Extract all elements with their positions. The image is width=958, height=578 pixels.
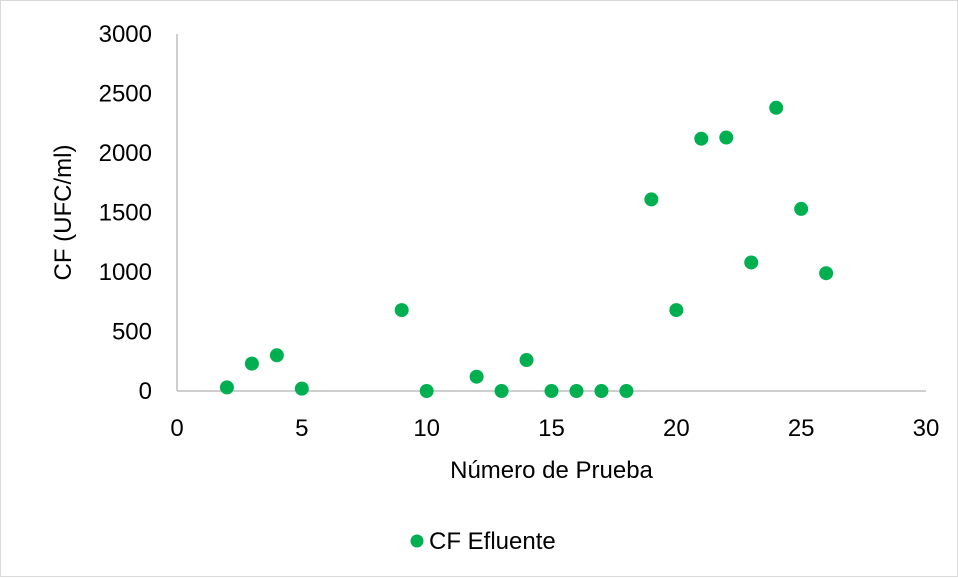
y-tick-label: 2500 (99, 81, 152, 108)
data-point (619, 384, 634, 398)
data-point (669, 303, 684, 318)
data-point (594, 384, 609, 398)
y-tick-labels: 0 500 1000 1500 2000 2500 3000 (99, 21, 152, 405)
legend: CF Efluente (410, 528, 556, 555)
x-tick-label: 20 (663, 415, 690, 442)
data-point (744, 255, 759, 270)
data-point (819, 266, 834, 281)
data-point (469, 369, 484, 384)
y-tick-label: 2000 (99, 140, 152, 167)
x-tick-label: 0 (170, 415, 183, 442)
data-point (794, 201, 809, 216)
y-tick-label: 0 (139, 378, 152, 405)
y-tick-label: 3000 (99, 21, 152, 48)
x-tick-label: 10 (413, 415, 440, 442)
x-tick-labels: 0 5 10 15 20 25 30 (170, 415, 939, 442)
x-axis-title: Número de Prueba (450, 457, 653, 484)
legend-marker (410, 534, 424, 548)
y-tick-label: 1500 (99, 200, 152, 227)
y-tick-label: 500 (112, 319, 152, 346)
data-point (394, 303, 409, 318)
y-axis-title: CF (UFC/ml) (50, 145, 77, 281)
x-tick-label: 5 (295, 415, 308, 442)
data-point (644, 192, 659, 207)
x-tick-label: 30 (913, 415, 940, 442)
data-point (719, 130, 734, 145)
data-point (694, 131, 709, 146)
data-point (569, 384, 584, 398)
data-point (294, 381, 309, 396)
data-point (419, 384, 434, 398)
data-point (519, 353, 534, 368)
data-point (244, 356, 259, 371)
y-tick-label: 1000 (99, 259, 152, 286)
data-point (219, 380, 234, 395)
axes (176, 34, 926, 392)
data-point (269, 348, 284, 363)
data-point (494, 384, 509, 398)
legend-label: CF Efluente (429, 528, 556, 555)
x-tick-label: 25 (788, 415, 815, 442)
data-point (769, 100, 784, 115)
data-point (544, 384, 559, 398)
data-points (219, 100, 834, 398)
x-tick-label: 15 (538, 415, 565, 442)
